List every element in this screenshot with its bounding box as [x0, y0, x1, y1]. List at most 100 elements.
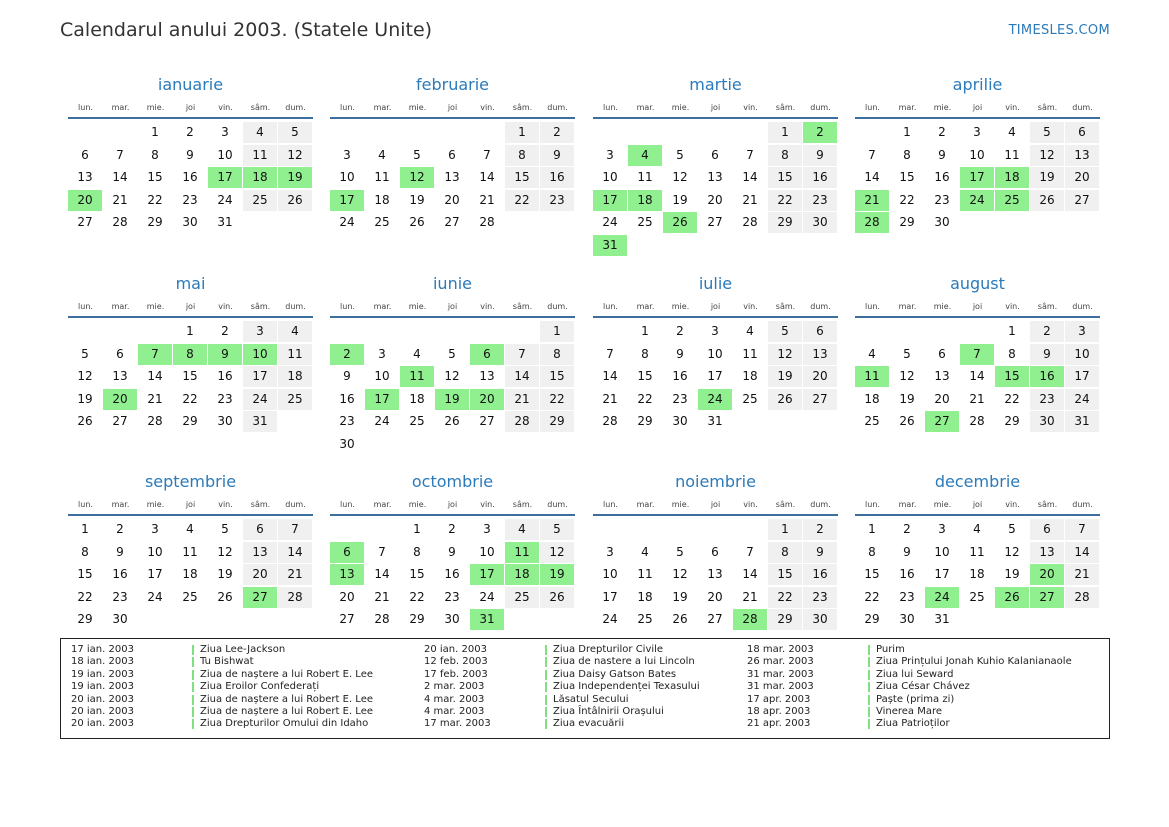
day-cell: 13 — [77, 170, 93, 184]
day-cell: 12 — [672, 170, 688, 184]
holiday-marker — [868, 645, 870, 655]
month-divider — [330, 514, 575, 516]
weekday-label: mar. — [373, 499, 392, 509]
holiday-day-cell: 18 — [505, 564, 539, 585]
weekday-label: mie. — [933, 301, 952, 311]
day-cell: 2 — [938, 125, 946, 139]
holiday-name: Ziua de naștere a lui Robert E. Lee — [200, 706, 374, 717]
weekday-label: joi — [447, 102, 458, 112]
day-cell: 11 — [374, 170, 390, 184]
day-cell: 23 — [899, 589, 915, 604]
day-cell: 28 — [602, 414, 618, 428]
day-cell: 23 — [444, 589, 460, 604]
day-cell: 28 — [742, 215, 758, 229]
day-cell: 28 — [969, 414, 985, 428]
holiday-marker — [192, 707, 194, 717]
weekday-label: sâm. — [1037, 499, 1058, 509]
holiday-marker — [868, 719, 870, 730]
day-cell: 9 — [116, 544, 124, 559]
day-cell: 19 — [1004, 567, 1020, 581]
weekday-label: dum. — [810, 499, 831, 509]
day-cell: 8 — [413, 544, 421, 559]
weekday-header: lun. mar. mie. joi vin. sâm. dum. — [855, 97, 1100, 117]
day-cell: 26 — [1030, 189, 1064, 211]
holiday-marker — [545, 682, 547, 693]
holiday-day-cell: 7 — [960, 343, 994, 365]
day-cell: 6 — [81, 147, 89, 162]
month-februarie: februarie lun. mar. mie. joi vin. sâm. dum. 1 2 3 4… — [330, 75, 575, 260]
day-cell: 29 — [182, 414, 198, 428]
day-cell: 13 — [1030, 541, 1064, 563]
weekday-header: lun. mar. mie. joi vin. sâm. dum. — [593, 296, 838, 316]
day-cell: 28 — [505, 411, 539, 432]
day-cell: 28 — [374, 612, 390, 626]
day-cell: 16 — [672, 369, 688, 383]
holiday-day-cell: 18 — [243, 167, 277, 188]
day-cell: 15 — [505, 167, 539, 188]
holiday-day-cell: 15 — [995, 366, 1029, 387]
day-cell: 7 — [868, 147, 876, 162]
holiday-day-cell: 17 — [330, 189, 364, 211]
holiday-date: 31 mar. 2003 — [747, 668, 814, 680]
day-cell: 31 — [707, 414, 723, 428]
day-cell: 22 — [864, 589, 880, 604]
day-cell: 30 — [217, 414, 233, 428]
weekday-label: joi — [710, 102, 721, 112]
day-cell: 27 — [112, 414, 128, 428]
day-cell: 6 — [803, 321, 837, 342]
day-cell: 12 — [1030, 144, 1064, 166]
day-cell: 11 — [278, 343, 312, 365]
day-cell: 1 — [868, 522, 876, 536]
page-title: Calendarul anului 2003. (Statele Unite) — [60, 19, 433, 41]
day-cell: 3 — [151, 522, 159, 536]
day-cell: 11 — [637, 170, 653, 184]
day-cell: 3 — [378, 346, 386, 361]
day-cell: 20 — [1065, 167, 1099, 188]
holiday-name: Purim — [876, 644, 905, 655]
weekday-label: mar. — [898, 499, 917, 509]
day-cell: 5 — [81, 346, 89, 361]
day-cell: 2 — [676, 324, 684, 338]
holiday-day-cell: 24 — [925, 586, 959, 608]
weekday-label: sâm. — [250, 102, 271, 112]
holiday-day-cell: 25 — [995, 189, 1029, 211]
day-cell: 8 — [151, 147, 159, 162]
day-cell: 8 — [81, 544, 89, 559]
day-cell: 25 — [505, 586, 539, 608]
holiday-name: Ziua Lee-Jackson — [200, 644, 286, 655]
weekday-label: mie. — [933, 102, 952, 112]
holiday-date: 26 mar. 2003 — [747, 656, 814, 668]
day-cell: 18 — [969, 567, 985, 581]
day-cell: 11 — [243, 144, 277, 166]
holiday-day-cell: 27 — [1030, 586, 1064, 608]
day-cell: 17 — [243, 366, 277, 387]
day-cell: 8 — [903, 147, 911, 162]
site-link[interactable]: TIMESLES.COM — [1008, 23, 1110, 38]
day-cell: 9 — [1030, 343, 1064, 365]
weekday-header: lun. mar. mie. joi vin. sâm. dum. — [593, 97, 838, 117]
weekday-label: dum. — [1072, 301, 1093, 311]
holiday-marker — [868, 682, 870, 693]
weekday-label: lun. — [865, 102, 880, 112]
month-divider — [68, 514, 313, 516]
weekday-label: mie. — [671, 102, 690, 112]
day-cell: 26 — [77, 414, 93, 428]
month-name: noiembrie — [675, 472, 756, 491]
day-cell: 16 — [934, 170, 950, 184]
holiday-date: 17 ian. 2003 — [71, 644, 134, 655]
holiday-date: 18 mar. 2003 — [747, 644, 814, 655]
day-cell: 3 — [243, 321, 277, 342]
day-cell: 4 — [505, 519, 539, 540]
day-cell: 31 — [217, 215, 233, 229]
day-cell: 8 — [768, 541, 802, 563]
day-cell: 10 — [1065, 343, 1099, 365]
day-cell: 30 — [803, 212, 837, 233]
holiday-name: Ziua Independenței Texasului — [553, 681, 700, 693]
day-cell: 4 — [1008, 125, 1016, 139]
day-cell: 10 — [602, 567, 618, 581]
day-cell: 10 — [217, 147, 233, 162]
day-cell: 8 — [868, 544, 876, 559]
day-cell: 21 — [112, 192, 128, 207]
holiday-day-cell: 24 — [698, 388, 732, 410]
day-cell: 19 — [899, 391, 915, 406]
